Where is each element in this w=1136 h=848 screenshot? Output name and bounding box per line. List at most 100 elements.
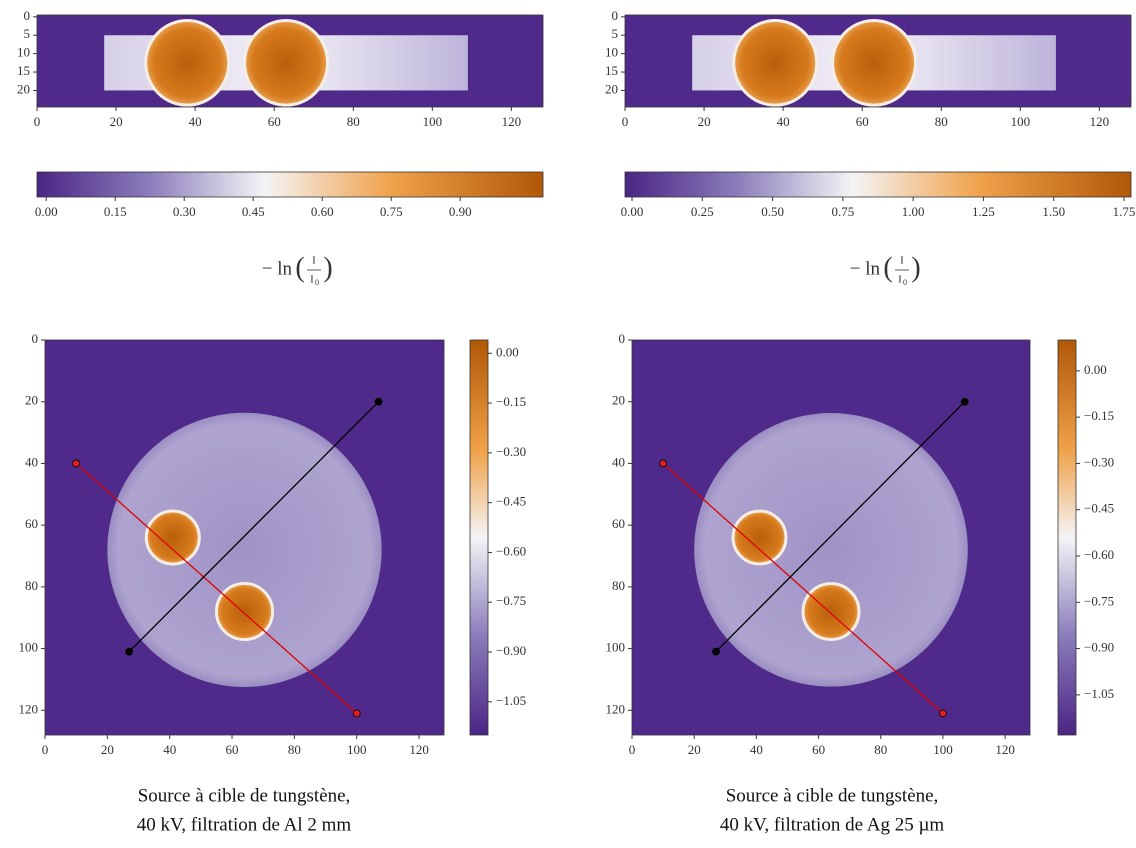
x-tick-label: 100 xyxy=(423,114,443,129)
colorbar-tick-label: 0.30 xyxy=(173,204,196,219)
x-tick-label: 40 xyxy=(777,114,790,129)
colorbar-tick-label: 0.15 xyxy=(104,204,127,219)
colorbar-tick-label: 1.50 xyxy=(1042,204,1065,219)
y-tick-label: 0 xyxy=(612,8,619,23)
colorbar-tick-label: 0.00 xyxy=(621,204,644,219)
y-tick-label: 0 xyxy=(32,331,39,346)
y-tick-label: 20 xyxy=(605,81,618,96)
colorbar-tick-label: 1.75 xyxy=(1113,204,1136,219)
y-tick-label: 0 xyxy=(619,331,626,346)
y-tick-label: 15 xyxy=(17,63,30,78)
colorbar-label-paren: ) xyxy=(911,252,920,283)
profile-line xyxy=(75,462,358,714)
x-tick-label: 20 xyxy=(698,114,711,129)
x-tick-label: 80 xyxy=(874,742,887,757)
colorbar-tick-label: 0.00 xyxy=(496,344,519,359)
y-tick-label: 40 xyxy=(612,454,625,469)
y-tick-label: 60 xyxy=(25,516,38,531)
colorbar-tick-label: −0.15 xyxy=(496,394,526,409)
colorbar-label-paren: ) xyxy=(323,252,332,283)
colorbar-tick-label: −0.15 xyxy=(1084,408,1114,423)
colorbar-tick-label: 0.00 xyxy=(1084,362,1107,377)
image xyxy=(37,15,543,107)
colorbar-tick-label: −0.30 xyxy=(496,444,526,459)
x-tick-label: 100 xyxy=(933,742,953,757)
profile-line xyxy=(662,462,944,714)
x-tick-label: 20 xyxy=(110,114,123,129)
x-tick-label: 0 xyxy=(629,742,636,757)
colorbar-label-denominator: I xyxy=(898,274,902,286)
colorbar xyxy=(1057,339,1077,736)
image-content xyxy=(632,340,1030,735)
x-tick-label: 120 xyxy=(409,742,429,757)
x-tick-label: 40 xyxy=(163,742,176,757)
phantom xyxy=(694,413,968,687)
profile-endpoint xyxy=(125,647,134,656)
colorbar xyxy=(469,339,489,736)
caption: Source à cible de tungstène, xyxy=(726,785,939,806)
insert xyxy=(144,19,231,107)
colorbar-tick-label: −0.90 xyxy=(1084,640,1114,655)
x-tick-label: 100 xyxy=(347,742,367,757)
colorbar-label-subscript: 0 xyxy=(315,278,319,287)
colorbar-tick-label: −0.30 xyxy=(1084,454,1114,469)
colorbar-tick-label: −0.75 xyxy=(1084,593,1114,608)
x-tick-label: 120 xyxy=(995,742,1015,757)
profile-line xyxy=(128,401,379,653)
x-tick-label: 40 xyxy=(750,742,763,757)
frame xyxy=(624,14,1132,108)
colorbar-tick-label: 0.50 xyxy=(761,204,784,219)
profile-endpoint xyxy=(72,459,81,468)
colorbar-label-subscript: 0 xyxy=(903,278,907,287)
insert xyxy=(731,509,788,566)
y-tick-label: 10 xyxy=(605,45,618,60)
x-tick-label: 40 xyxy=(189,114,202,129)
frame xyxy=(36,14,544,108)
colorbar xyxy=(624,171,1132,198)
colorbar-tick-label: −0.60 xyxy=(496,543,526,558)
colorbar-tick-label: 0.75 xyxy=(831,204,854,219)
image-content xyxy=(45,340,444,735)
y-tick-label: 5 xyxy=(612,26,619,41)
x-tick-label: 20 xyxy=(101,742,114,757)
colorbar-label-paren: ( xyxy=(295,252,304,283)
x-tick-label: 120 xyxy=(502,114,522,129)
phantom xyxy=(107,412,382,687)
profile-endpoint xyxy=(659,459,667,468)
x-tick-label: 0 xyxy=(34,114,41,129)
colorbar-tick-label: −1.05 xyxy=(496,693,526,708)
image xyxy=(632,340,1030,735)
x-tick-label: 60 xyxy=(226,742,239,757)
x-tick-label: 80 xyxy=(347,114,360,129)
y-tick-label: 100 xyxy=(606,640,626,655)
y-tick-label: 120 xyxy=(19,701,39,716)
image xyxy=(625,15,1131,107)
insert xyxy=(144,509,201,566)
insert xyxy=(243,19,330,107)
x-tick-label: 60 xyxy=(812,742,825,757)
profile-endpoint xyxy=(374,397,383,406)
y-tick-label: 20 xyxy=(25,393,38,408)
caption: 40 kV, filtration de Ag 25 µm xyxy=(720,814,945,835)
x-tick-label: 0 xyxy=(42,742,49,757)
profile-endpoint xyxy=(352,709,361,718)
x-tick-label: 80 xyxy=(288,742,301,757)
colorbar-tick-label: −0.45 xyxy=(1084,501,1114,516)
colorbar-tick-label: −0.45 xyxy=(496,494,526,509)
y-tick-label: 0 xyxy=(24,8,31,23)
x-tick-label: 80 xyxy=(935,114,948,129)
colorbar-tick-label: 1.00 xyxy=(902,204,925,219)
frame xyxy=(631,339,1031,736)
x-tick-label: 20 xyxy=(688,742,701,757)
insert xyxy=(732,19,819,107)
insert xyxy=(831,19,918,107)
colorbar-tick-label: 0.00 xyxy=(35,204,58,219)
colorbar-label-numerator: I xyxy=(312,255,316,267)
colorbar-label: − ln xyxy=(850,258,881,279)
colorbar-label-paren: ( xyxy=(883,252,892,283)
colorbar-tick-label: 0.60 xyxy=(311,204,334,219)
y-tick-label: 40 xyxy=(25,454,38,469)
colorbar-tick-label: −1.05 xyxy=(1084,686,1114,701)
x-tick-label: 100 xyxy=(1011,114,1031,129)
image-content xyxy=(37,15,543,107)
